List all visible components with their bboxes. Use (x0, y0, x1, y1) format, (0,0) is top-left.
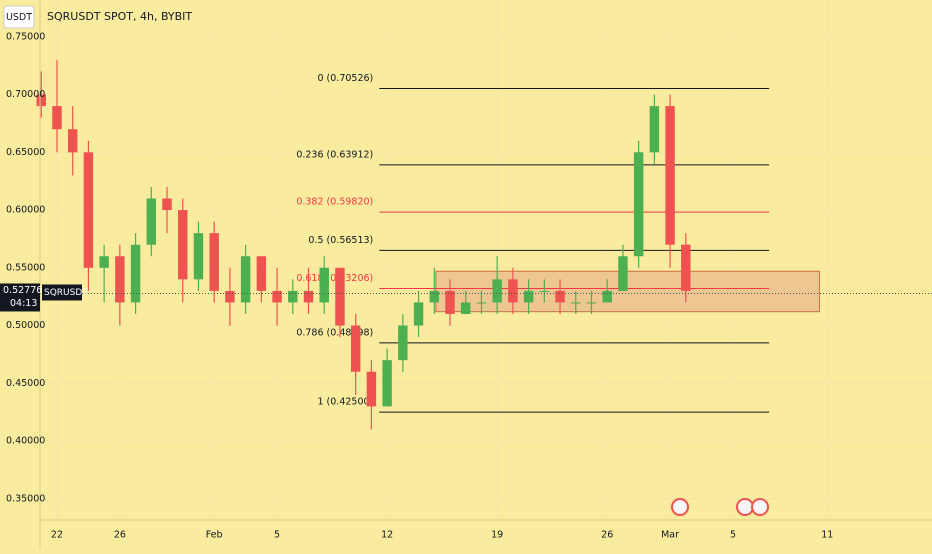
fib-label: 0.382 (0.59820) (296, 197, 373, 208)
y-tick-label: 0.55000 (6, 262, 45, 273)
countdown: 04:13 (10, 298, 37, 309)
candle-body (178, 210, 188, 280)
candle-body (288, 290, 298, 303)
x-tick-label: 26 (114, 530, 126, 541)
y-tick-label: 0.50000 (6, 320, 45, 331)
candle-body (476, 302, 487, 304)
event-icon[interactable] (751, 498, 769, 516)
candle-body (586, 302, 597, 304)
event-icons[interactable] (671, 498, 769, 516)
candle-body (429, 290, 439, 303)
x-tick-label: 5 (274, 530, 280, 541)
chart-title: SQRUSDT SPOT, 4h, BYBIT (47, 10, 192, 23)
symbol-tag (42, 284, 82, 301)
candle-body (193, 233, 204, 280)
candle-body (382, 360, 392, 407)
last-price-box (0, 283, 40, 312)
candle-body (539, 290, 550, 292)
candle-body (303, 290, 314, 303)
candle-body (52, 106, 62, 130)
candle-body (413, 302, 424, 326)
candle-body (256, 256, 267, 291)
candle-body (67, 129, 78, 153)
y-tick-label: 0.45000 (6, 378, 45, 389)
candle-body (319, 267, 329, 303)
candle-body (115, 256, 125, 303)
plot: 0 (0.70526) 0.236 (0.63912) 0.382 (0.59820… (36, 59, 932, 430)
fib-label: 0.618 (0.53206) (296, 273, 373, 284)
x-tick-label: 12 (381, 530, 393, 541)
candle-body (99, 256, 109, 268)
candle-body (555, 290, 565, 303)
x-tick-label: 22 (51, 530, 63, 541)
candle-body (602, 290, 612, 303)
currency-box[interactable] (3, 5, 35, 29)
candle-body (146, 198, 157, 245)
fib-label: 0.236 (0.63912) (296, 149, 373, 160)
candle-body (209, 233, 219, 291)
candle-body (398, 325, 408, 361)
candle-body (130, 244, 141, 303)
fib-label: 0.786 (0.48498) (296, 327, 373, 338)
x-tick-label: 19 (491, 530, 503, 541)
candle-body (162, 198, 172, 211)
candle-body (461, 302, 471, 314)
fib-label: 0 (0.70526) (317, 73, 373, 84)
event-icon[interactable] (736, 498, 754, 516)
candle-body (571, 302, 581, 304)
candle-body (618, 256, 628, 291)
candle-body (649, 106, 660, 153)
candle-body (665, 106, 675, 245)
fib-label: 1 (0.42500) (317, 397, 373, 408)
y-tick-label: 0.70000 (6, 89, 45, 100)
candle-body (523, 290, 534, 303)
candle-body (36, 94, 46, 107)
event-icon[interactable] (671, 498, 689, 516)
currency: USDT (6, 12, 32, 23)
x-tick-label: Mar (661, 530, 679, 541)
candle-body (335, 267, 345, 326)
symbol: SQRUSDT (44, 288, 88, 298)
candle-body (225, 290, 235, 303)
y-tick-label: 0.60000 (6, 205, 45, 216)
candle-body (681, 244, 691, 291)
y-tick-label: 0.65000 (6, 147, 45, 158)
fib-label: 0.5 (0.56513) (308, 235, 373, 246)
candle-body (366, 371, 377, 407)
candle-body (508, 279, 518, 303)
y-tick-label: 0.40000 (6, 436, 45, 447)
candle-body (240, 256, 251, 303)
candle-body (83, 152, 94, 268)
candle-body (350, 325, 361, 372)
candle-body (492, 279, 502, 303)
x-tick-label: 5 (730, 530, 736, 541)
x-tick-label: Feb (206, 530, 223, 541)
last-price: 0.52776 (3, 285, 42, 296)
candle-body (272, 290, 282, 303)
candle-body (445, 290, 455, 314)
candle-body (633, 152, 644, 257)
y-tick-label: 0.75000 (6, 31, 45, 42)
x-tick-label: 11 (821, 530, 833, 541)
x-tick-label: 26 (601, 530, 613, 541)
y-tick-label: 0.35000 (6, 493, 45, 504)
